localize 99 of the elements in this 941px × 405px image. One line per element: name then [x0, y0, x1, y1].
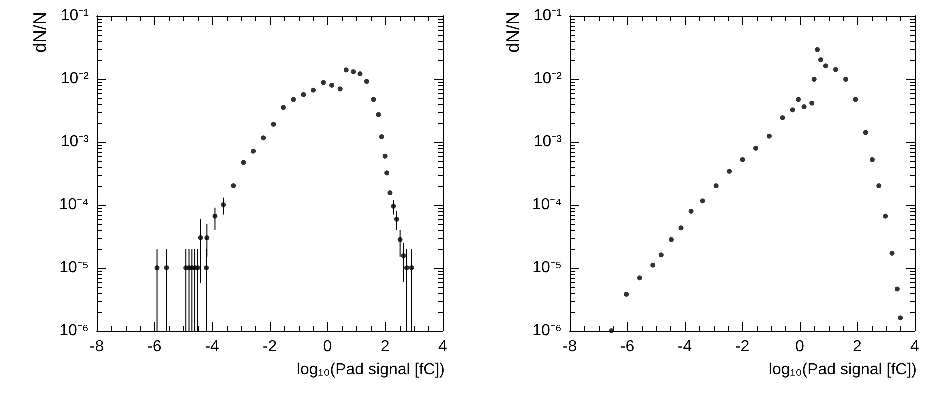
point: [371, 97, 376, 102]
x-tick-label: -4: [205, 338, 220, 356]
point: [853, 97, 858, 102]
point: [688, 208, 694, 214]
point: [388, 190, 393, 196]
x-tick-label: 4: [438, 338, 448, 356]
point: [401, 254, 406, 259]
point: [863, 130, 868, 136]
point: [740, 157, 746, 162]
point: [844, 77, 848, 82]
point: [404, 266, 410, 270]
point: [637, 276, 642, 281]
y-tick-label: 10⁻³: [534, 134, 563, 150]
point: [376, 112, 382, 118]
x-tick-label: -8: [90, 338, 104, 356]
y-tick-label: 10⁻⁶: [532, 322, 562, 340]
point: [351, 70, 356, 75]
x-tick-label: 2: [853, 338, 862, 356]
x-axis-title: log₁₀(Pad signal [fC]): [768, 362, 918, 378]
point: [767, 134, 772, 139]
x-tick-label: -6: [620, 338, 635, 356]
point: [870, 157, 875, 162]
point: [668, 237, 674, 242]
x-tick-label: -8: [562, 338, 578, 356]
point: [883, 214, 888, 219]
point: [364, 79, 370, 84]
y-axis-title: dN/N: [30, 12, 50, 54]
point: [802, 104, 807, 110]
point: [409, 266, 414, 270]
point: [301, 92, 306, 98]
x-tick-label: 0: [323, 338, 332, 356]
point: [251, 148, 256, 154]
point: [790, 108, 796, 113]
y-tick-label: 10⁻²: [534, 70, 563, 88]
point: [358, 72, 363, 77]
x-tick-label: 2: [380, 338, 390, 356]
point: [812, 77, 817, 82]
y-tick-label: 10⁻¹: [534, 8, 562, 24]
point: [241, 160, 246, 166]
point: [291, 97, 296, 102]
point: [204, 266, 210, 270]
point: [195, 266, 200, 270]
x-tick-label: -6: [148, 338, 162, 356]
point: [780, 116, 786, 121]
point: [876, 184, 882, 189]
point: [198, 235, 204, 240]
y-tick-label: 10⁻³: [60, 134, 90, 150]
point: [833, 67, 838, 72]
point: [321, 80, 326, 86]
point: [329, 82, 334, 88]
point: [204, 235, 210, 240]
point: [796, 97, 802, 102]
point: [823, 64, 828, 69]
x-tick-label: -2: [262, 338, 278, 356]
point: [650, 262, 656, 268]
point: [231, 184, 236, 189]
y-tick-label: 10⁻⁵: [532, 260, 562, 276]
point: [714, 184, 719, 189]
point: [898, 316, 904, 321]
point: [261, 136, 266, 141]
y-tick-label: 10⁻¹: [60, 8, 89, 24]
y-tick-label: 10⁻⁵: [60, 260, 89, 276]
y-tick-label: 10⁻⁴: [532, 196, 562, 214]
x-tick-label: -2: [735, 338, 750, 356]
point: [815, 47, 820, 52]
point: [391, 204, 396, 209]
point: [384, 170, 390, 176]
y-tick-label: 10⁻⁶: [60, 322, 89, 340]
point: [221, 202, 226, 208]
y-tick-label: 10⁻⁴: [59, 196, 90, 214]
point: [344, 68, 349, 73]
point: [271, 122, 276, 127]
point: [700, 198, 706, 204]
point: [894, 286, 900, 292]
point: [678, 226, 684, 231]
point: [212, 214, 218, 219]
point: [398, 237, 403, 242]
point: [658, 252, 664, 258]
point: [394, 216, 400, 222]
point: [624, 292, 630, 297]
point: [338, 86, 343, 92]
point: [379, 134, 384, 140]
point: [164, 266, 170, 270]
y-tick-label: 10⁻²: [60, 70, 90, 88]
x-tick-label: -4: [678, 338, 692, 356]
point: [382, 154, 388, 159]
point: [609, 328, 614, 334]
point: [311, 88, 316, 93]
x-tick-label: 0: [796, 338, 805, 356]
point: [727, 169, 732, 174]
point: [754, 146, 759, 151]
point: [818, 58, 824, 63]
x-tick-label: 4: [910, 338, 920, 356]
point: [281, 105, 286, 110]
x-axis-title: log₁₀(Pad signal [fC]): [296, 362, 446, 378]
point: [154, 266, 160, 270]
point: [890, 250, 895, 256]
y-axis-title: dN/N: [503, 12, 523, 54]
point: [810, 100, 815, 106]
